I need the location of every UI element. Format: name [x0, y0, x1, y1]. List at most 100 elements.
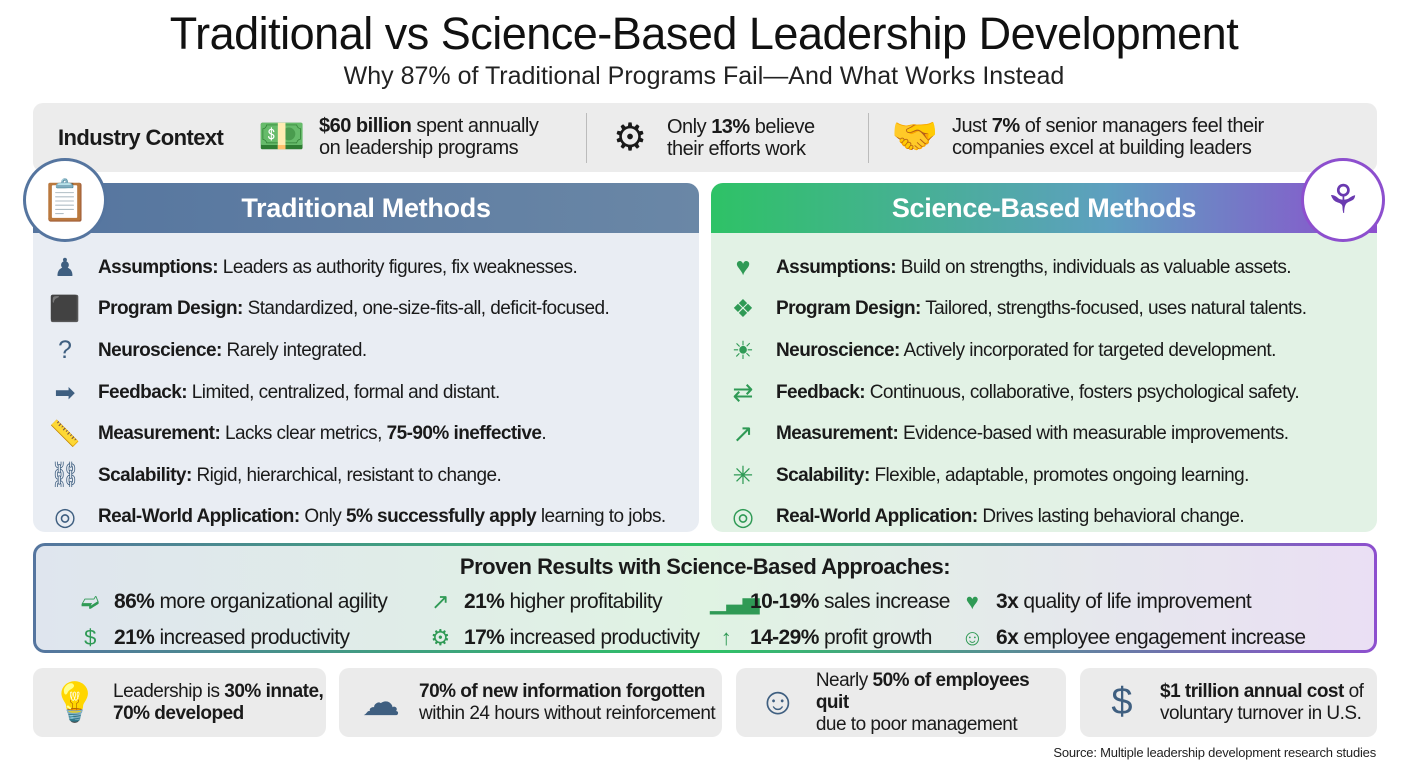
text: Only — [299, 506, 346, 528]
divider — [868, 113, 869, 163]
brain-fading-icon: ☁ — [362, 682, 400, 724]
clipboard-checklist-icon: 📋 — [23, 158, 107, 242]
text: believe — [749, 115, 815, 138]
item-text: Leadership is 30% innate, 70% developed — [113, 681, 324, 725]
item-text: Scalability: Rigid, hierarchical, resist… — [98, 465, 502, 487]
proven-results-box: Proven Results with Science-Based Approa… — [33, 543, 1377, 653]
bar-chart-icon: ▁▃▅ — [710, 589, 760, 614]
highlight-text: Assumptions: — [98, 256, 219, 278]
item-text: Neuroscience: Rarely integrated. — [98, 340, 367, 362]
source-note: Source: Multiple leadership development … — [1053, 745, 1376, 760]
page-subtitle: Why 87% of Traditional Programs Fail—And… — [343, 62, 1065, 90]
highlight-text: Feedback: — [776, 381, 866, 403]
text: Actively incorporated for targeted devel… — [899, 339, 1276, 361]
gears-icon: ⚙ — [612, 117, 648, 159]
highlight-text: 70% of new information forgotten — [419, 680, 705, 702]
highlight-text: 17% — [464, 626, 505, 649]
highlight-text: 75-90% ineffective — [386, 423, 542, 445]
highlight-text: Feedback: — [98, 381, 188, 403]
highlight-text: Real-World Application: — [776, 506, 978, 528]
text: profit growth — [818, 626, 932, 649]
text: within 24 hours without reinforcement — [419, 702, 716, 724]
industry-context-bar: Industry Context 💵 $60 billion spent annu… — [33, 103, 1377, 172]
method-row: ↗ Measurement: Evidence-based with measur… — [725, 413, 1371, 455]
item-text: $1 trillion annual cost of voluntary turn… — [1160, 680, 1364, 725]
method-row: ♟ Assumptions: Leaders as authority figur… — [47, 247, 693, 289]
info-item: ↑ 14-29% profit growth — [710, 625, 933, 651]
traditional-methods-panel: Traditional Methods ♟ Assumptions: Leader… — [33, 183, 699, 532]
item-text: 3x quality of life improvement — [996, 590, 1252, 614]
target-icon: ◎ — [54, 503, 76, 532]
text: Standardized, one-size-fits-all, deficit… — [242, 298, 610, 320]
head-question-icon: ? — [58, 336, 72, 365]
money-stack-icon: 💵 — [258, 116, 306, 158]
text: increased productivity — [504, 626, 700, 649]
text: Build on strengths, individuals as valua… — [896, 256, 1292, 278]
highlight-text: 21% — [464, 590, 505, 613]
item-text: Scalability: Flexible, adaptable, promot… — [776, 465, 1249, 487]
handshake-growth-icon: 🤝 — [891, 116, 939, 158]
item-text: 86% more organizational agility — [114, 590, 388, 614]
chain-link-icon: ⛓ — [49, 461, 81, 490]
info-item: ♥ 3x quality of life improvement — [956, 589, 1252, 615]
gear-arrow-icon: ⚙ — [430, 625, 450, 650]
coins-icon: $ — [84, 625, 96, 650]
item-text: 6x employee engagement increase — [996, 626, 1306, 650]
text: Tailored, strengths-focused, uses natura… — [920, 298, 1307, 320]
team-thumbs-up-icon: ☺ — [961, 625, 983, 650]
text: due to poor management — [815, 713, 1018, 735]
fact-card: ☺ Nearly 50% of employees quit due to poor… — [736, 668, 1066, 737]
method-row: ⛓ Scalability: Rigid, hierarchical, resis… — [47, 455, 693, 497]
highlight-text: $1 trillion annual cost — [1160, 680, 1344, 702]
item-text: Program Design: Standardized, one-size-f… — [98, 298, 610, 320]
text: Evidence-based with measurable improveme… — [898, 423, 1289, 445]
info-item: ➫ 86% more organizational agility — [74, 589, 388, 615]
method-row: ? Neuroscience: Rarely integrated. — [47, 330, 693, 372]
text: of senior managers feel their — [1019, 115, 1264, 137]
highlight-text: Neuroscience: — [776, 339, 900, 361]
puzzle-icon: ❖ — [731, 295, 755, 324]
lightbulb-icon: 💡 — [51, 681, 99, 724]
method-row: ⬛ Program Design: Standardized, one-size-… — [47, 289, 693, 331]
text: Just — [952, 115, 992, 137]
item-text: Assumptions: Build on strengths, individ… — [776, 256, 1292, 279]
highlight-text: Program Design: — [98, 298, 243, 320]
highlight-text: Program Design: — [776, 298, 921, 320]
method-row: ✳ Scalability: Flexible, adaptable, promo… — [725, 455, 1371, 497]
method-row: ☀ Neuroscience: Actively incorporated for… — [725, 330, 1371, 372]
text: increased productivity — [154, 626, 350, 649]
highlight-text: 14-29% — [750, 626, 819, 649]
highlight-text: 6x — [996, 626, 1019, 649]
highlight-text: Scalability: — [776, 464, 870, 486]
item-text: 21% higher profitability — [464, 590, 663, 614]
highlight-text: Real-World Application: — [98, 506, 300, 528]
text: . — [541, 423, 547, 445]
text: Leaders as authority figures, fix weakne… — [218, 256, 578, 278]
text: Only — [667, 115, 712, 138]
page-title: Traditional vs Science-Based Leadership … — [169, 8, 1239, 59]
highlight-text: Measurement: — [98, 423, 221, 445]
highlight-text: $60 billion — [319, 115, 412, 137]
text: more organizational agility — [154, 590, 388, 613]
item-text: Nearly 50% of employees quit due to poor … — [816, 670, 1066, 736]
science-based-methods-title: Science-Based Methods — [711, 183, 1377, 233]
text: their efforts work — [667, 137, 806, 160]
science-based-methods-panel: Science-Based Methods ♥ Assumptions: Buil… — [711, 183, 1377, 532]
money-bags-icon: $ — [1111, 681, 1133, 723]
target-icon: ◎ — [732, 503, 754, 532]
item-text: 17% increased productivity — [464, 626, 700, 650]
text: sales increase — [818, 590, 950, 613]
fact-card: $ $1 trillion annual cost of voluntary tur… — [1080, 668, 1377, 737]
method-row: 📏 Measurement: Lacks clear metrics, 75-90… — [47, 413, 693, 455]
item-text: Real-World Application: Only 5% successf… — [98, 506, 666, 528]
item-text: Neuroscience: Actively incorporated for … — [776, 340, 1276, 362]
item-text: Just 7% of senior managers feel their com… — [952, 115, 1264, 159]
text: spent annually — [411, 115, 539, 137]
text: employee engagement increase — [1018, 626, 1306, 649]
info-item: ⚙ 17% increased productivity — [424, 625, 700, 651]
item-text: Measurement: Evidence-based with measura… — [776, 423, 1289, 445]
hands-heart-icon: ♥ — [735, 253, 751, 282]
info-item: 💵 $60 billion spent annually on leadership… — [255, 115, 539, 159]
method-row: ◎ Real-World Application: Drives lasting … — [725, 497, 1371, 532]
fact-card: 💡 Leadership is 30% innate, 70% developed — [33, 668, 326, 737]
